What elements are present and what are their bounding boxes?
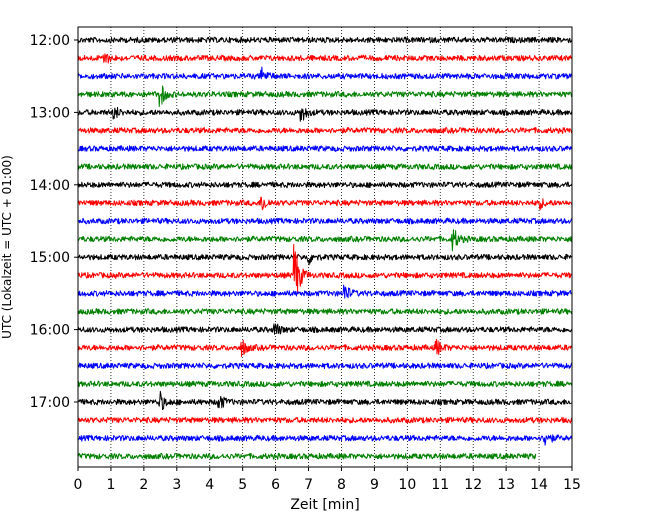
trace-1300 [77,106,573,122]
trace-1315 [77,127,573,134]
x-tick-label: 1 [106,477,115,493]
trace-1545 [77,308,573,315]
x-tick-label: 9 [370,477,379,493]
y-axis-label: UTC (Lokalzeit = UTC + 01:00) [0,155,14,339]
y-axis-ticks: 12:00 13:00 14:00 15:00 16:00 17:00 [30,33,78,411]
y-tick-label: 13:00 [30,105,70,121]
x-tick-label: 8 [337,477,346,493]
x-tick-label: 12 [464,477,482,493]
trace-1430 [77,217,573,225]
y-tick-label: 15:00 [30,250,70,266]
trace-1445 [77,229,573,252]
trace-1345 [77,163,573,171]
trace-1615 [77,338,573,358]
x-tick-label: 11 [431,477,449,493]
trace-1400 [77,181,573,189]
trace-1230 [77,66,573,80]
x-tick-label: 15 [563,477,581,493]
vertical-grid [110,27,540,467]
trace-1500 [77,253,573,266]
x-tick-label: 3 [172,477,181,493]
x-tick-label: 6 [271,477,280,493]
trace-1515 [77,244,573,293]
trace-1330 [77,145,573,152]
plot-frame [77,26,573,468]
y-tick-label: 17:00 [30,395,70,411]
trace-1645 [77,380,573,388]
trace-1530 [77,284,573,299]
x-tick-label: 7 [304,477,313,493]
x-tick-label: 2 [139,477,148,493]
y-tick-label: 16:00 [30,323,70,339]
trace-1245 [77,85,573,108]
trace-1600 [77,323,573,335]
trace-1415 [77,196,573,211]
trace-1215 [77,53,573,64]
x-axis-label: Zeit [min] [290,497,359,513]
trace-1730 [77,434,573,446]
trace-1715 [77,416,573,424]
trace-1630 [77,362,573,370]
x-tick-label: 5 [238,477,247,493]
y-tick-label: 14:00 [30,178,70,194]
y-tick-label: 12:00 [30,33,70,49]
x-tick-label: 4 [205,477,214,493]
x-tick-label: 10 [398,477,416,493]
x-tick-label: 0 [74,477,83,493]
trace-1745 [77,452,537,460]
x-axis-ticks: 0 1 2 3 4 5 6 7 8 9 10 11 12 13 14 15 [74,467,581,493]
x-tick-label: 14 [530,477,548,493]
x-tick-label: 13 [497,477,515,493]
trace-1700 [77,390,573,410]
seismic-traces [77,36,573,460]
trace-1200 [77,36,573,44]
